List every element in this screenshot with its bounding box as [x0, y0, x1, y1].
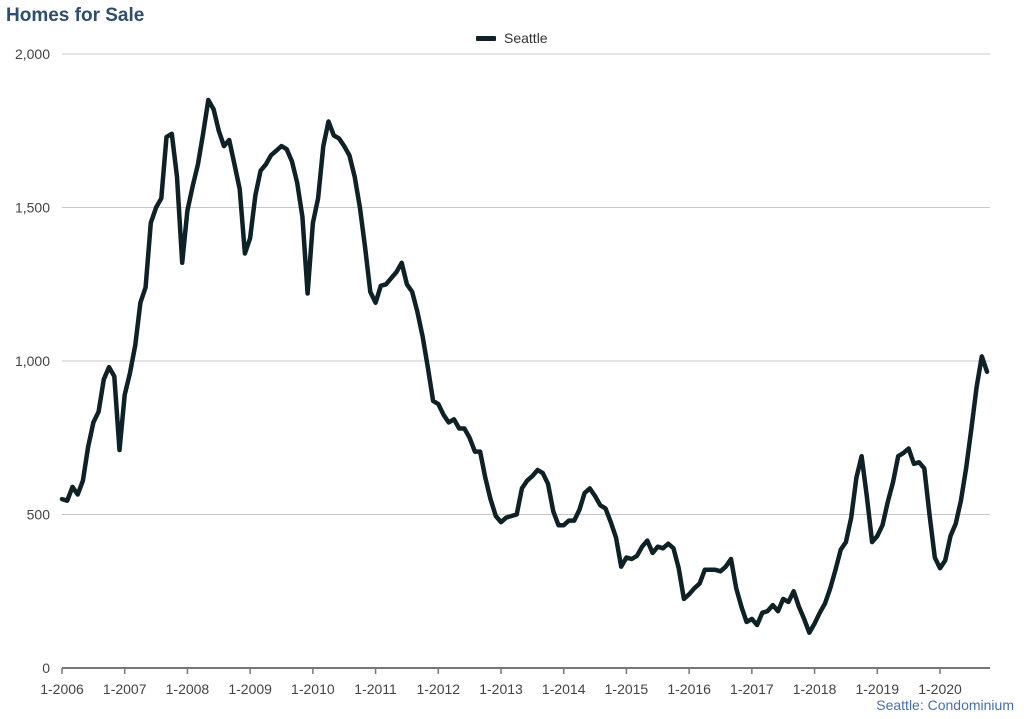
- x-tick-label: 1-2007: [103, 681, 147, 697]
- chart-title: Homes for Sale: [6, 5, 145, 26]
- y-tick-label: 0: [42, 660, 50, 676]
- x-tick-label: 1-2016: [667, 681, 711, 697]
- x-tick-label: 1-2009: [228, 681, 272, 697]
- y-tick-label: 500: [27, 507, 51, 523]
- series-line-seattle: [59, 97, 990, 635]
- y-tick-label: 1,000: [15, 353, 50, 369]
- y-tick-label: 2,000: [15, 46, 50, 62]
- x-tick-label: 1-2020: [918, 681, 962, 697]
- x-tick-label: 1-2019: [855, 681, 899, 697]
- x-tick-label: 1-2012: [416, 681, 460, 697]
- x-tick-label: 1-2010: [291, 681, 335, 697]
- legend-label-seattle: Seattle: [504, 30, 548, 46]
- x-tick-label: 1-2006: [40, 681, 84, 697]
- legend: Seattle: [476, 30, 548, 46]
- x-tick-label: 1-2017: [730, 681, 774, 697]
- x-tick-label: 1-2015: [605, 681, 649, 697]
- x-tick-label: 1-2011: [354, 681, 397, 697]
- y-tick-label: 1,500: [15, 200, 50, 216]
- legend-swatch-seattle: [476, 35, 496, 41]
- x-tick-label: 1-2013: [479, 681, 523, 697]
- source-label: Seattle: Condominium: [876, 697, 1014, 713]
- x-tick-label: 1-2008: [166, 681, 210, 697]
- x-tick-label: 1-2018: [793, 681, 837, 697]
- x-tick-label: 1-2014: [542, 681, 586, 697]
